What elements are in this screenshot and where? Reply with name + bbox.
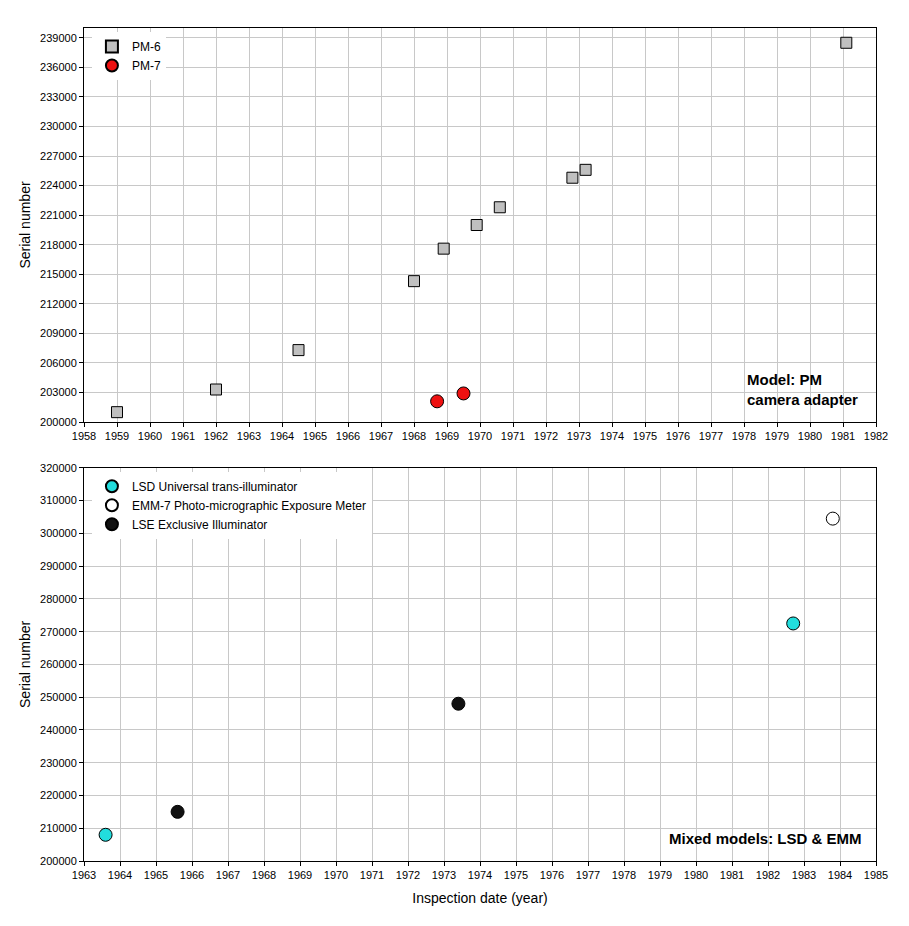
svg-text:LSD Universal trans-illuminato: LSD Universal trans-illuminator <box>132 480 297 494</box>
svg-text:224000: 224000 <box>40 179 77 191</box>
svg-text:1972: 1972 <box>396 869 420 881</box>
svg-text:270000: 270000 <box>40 625 77 637</box>
svg-text:1972: 1972 <box>534 430 558 442</box>
svg-text:1963: 1963 <box>72 869 96 881</box>
svg-text:1971: 1971 <box>360 869 384 881</box>
svg-text:1974: 1974 <box>600 430 624 442</box>
svg-text:PM-6: PM-6 <box>132 40 161 54</box>
svg-text:1970: 1970 <box>324 869 348 881</box>
svg-text:1982: 1982 <box>756 869 780 881</box>
svg-text:1964: 1964 <box>108 869 132 881</box>
svg-text:1959: 1959 <box>105 430 129 442</box>
svg-text:210000: 210000 <box>40 822 77 834</box>
svg-text:EMM-7 Photo-micrographic Expos: EMM-7 Photo-micrographic Exposure Meter <box>132 499 366 513</box>
svg-text:230000: 230000 <box>40 757 77 769</box>
svg-text:1981: 1981 <box>720 869 744 881</box>
svg-text:239000: 239000 <box>40 32 77 44</box>
svg-text:290000: 290000 <box>40 560 77 572</box>
svg-text:Inspection date (year): Inspection date (year) <box>412 890 547 906</box>
svg-text:212000: 212000 <box>40 298 77 310</box>
svg-text:1979: 1979 <box>765 430 789 442</box>
svg-text:1963: 1963 <box>237 430 261 442</box>
svg-text:1970: 1970 <box>468 430 492 442</box>
svg-text:1976: 1976 <box>666 430 690 442</box>
svg-text:1960: 1960 <box>138 430 162 442</box>
svg-text:218000: 218000 <box>40 239 77 251</box>
svg-text:1967: 1967 <box>216 869 240 881</box>
svg-text:1966: 1966 <box>336 430 360 442</box>
svg-text:LSE Exclusive Illuminator: LSE Exclusive Illuminator <box>132 518 267 532</box>
svg-text:1982: 1982 <box>864 430 888 442</box>
svg-text:1958: 1958 <box>72 430 96 442</box>
svg-text:250000: 250000 <box>40 691 77 703</box>
svg-text:Model: PMcamera adapter: Model: PMcamera adapter <box>747 371 858 408</box>
svg-text:1964: 1964 <box>270 430 294 442</box>
svg-text:1965: 1965 <box>144 869 168 881</box>
svg-text:1965: 1965 <box>303 430 327 442</box>
svg-text:1974: 1974 <box>468 869 492 881</box>
svg-text:1978: 1978 <box>732 430 756 442</box>
svg-text:1975: 1975 <box>504 869 528 881</box>
svg-text:Serial number: Serial number <box>17 621 33 708</box>
svg-text:320000: 320000 <box>40 462 77 474</box>
svg-text:280000: 280000 <box>40 593 77 605</box>
svg-text:1968: 1968 <box>252 869 276 881</box>
svg-text:215000: 215000 <box>40 268 77 280</box>
svg-text:300000: 300000 <box>40 527 77 539</box>
svg-text:310000: 310000 <box>40 494 77 506</box>
svg-text:1981: 1981 <box>831 430 855 442</box>
svg-text:Serial number: Serial number <box>17 181 33 268</box>
svg-text:1980: 1980 <box>798 430 822 442</box>
svg-text:1968: 1968 <box>402 430 426 442</box>
svg-text:209000: 209000 <box>40 327 77 339</box>
svg-text:1961: 1961 <box>171 430 195 442</box>
svg-text:221000: 221000 <box>40 209 77 221</box>
svg-text:1966: 1966 <box>180 869 204 881</box>
svg-text:1976: 1976 <box>540 869 564 881</box>
svg-text:1971: 1971 <box>501 430 525 442</box>
svg-text:206000: 206000 <box>40 357 77 369</box>
svg-text:1978: 1978 <box>612 869 636 881</box>
svg-text:240000: 240000 <box>40 724 77 736</box>
svg-text:1979: 1979 <box>648 869 672 881</box>
svg-text:1967: 1967 <box>369 430 393 442</box>
svg-text:1969: 1969 <box>435 430 459 442</box>
svg-text:Mixed models: LSD & EMM: Mixed models: LSD & EMM <box>669 830 862 847</box>
svg-text:1984: 1984 <box>828 869 852 881</box>
svg-text:PM-7: PM-7 <box>132 59 161 73</box>
svg-text:233000: 233000 <box>40 91 77 103</box>
svg-text:1985: 1985 <box>864 869 888 881</box>
svg-text:1969: 1969 <box>288 869 312 881</box>
svg-text:200000: 200000 <box>40 855 77 867</box>
svg-text:1962: 1962 <box>204 430 228 442</box>
svg-text:1980: 1980 <box>684 869 708 881</box>
svg-text:260000: 260000 <box>40 658 77 670</box>
svg-text:1973: 1973 <box>432 869 456 881</box>
svg-text:1975: 1975 <box>633 430 657 442</box>
svg-text:1977: 1977 <box>699 430 723 442</box>
svg-text:236000: 236000 <box>40 61 77 73</box>
svg-text:200000: 200000 <box>40 416 77 428</box>
svg-text:227000: 227000 <box>40 150 77 162</box>
svg-text:220000: 220000 <box>40 789 77 801</box>
svg-text:1983: 1983 <box>792 869 816 881</box>
svg-text:203000: 203000 <box>40 386 77 398</box>
svg-text:1977: 1977 <box>576 869 600 881</box>
svg-text:230000: 230000 <box>40 120 77 132</box>
svg-text:1973: 1973 <box>567 430 591 442</box>
